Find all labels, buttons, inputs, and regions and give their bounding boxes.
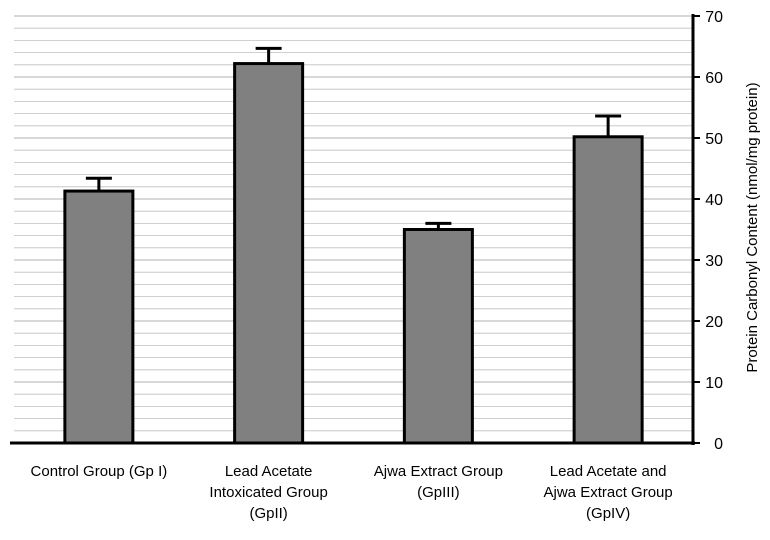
y-tick-label: 40 bbox=[705, 192, 723, 209]
x-tick-label: Ajwa Extract Group bbox=[544, 484, 673, 501]
y-tick-label: 0 bbox=[714, 436, 723, 453]
y-axis-ticks: 0 10 20 30 40 50 60 70 bbox=[693, 9, 723, 453]
x-axis-labels: Control Group (Gp I) Lead Acetate Intoxica… bbox=[31, 463, 673, 522]
x-tick-label: Lead Acetate and bbox=[550, 463, 667, 480]
y-tick-label: 20 bbox=[705, 314, 723, 331]
bar bbox=[63, 189, 135, 445]
bars bbox=[63, 62, 644, 445]
bar bbox=[233, 62, 305, 445]
y-axis-title: Protein Carbonyl Content (nmol/mg protei… bbox=[744, 82, 761, 372]
x-tick-label: Lead Acetate bbox=[225, 463, 313, 480]
error-bars bbox=[85, 46, 622, 230]
bar bbox=[572, 135, 644, 445]
y-tick-label: 70 bbox=[705, 9, 723, 26]
y-tick-label: 30 bbox=[705, 253, 723, 270]
bar bbox=[402, 228, 474, 445]
x-tick-label: Intoxicated Group bbox=[209, 484, 327, 501]
axes bbox=[10, 14, 695, 445]
x-tick-label: (GpII) bbox=[249, 505, 287, 522]
x-tick-label: (GpIV) bbox=[586, 505, 630, 522]
y-tick-label: 10 bbox=[705, 375, 723, 392]
y-tick-label: 50 bbox=[705, 131, 723, 148]
x-tick-label: Control Group (Gp I) bbox=[31, 463, 168, 480]
x-tick-label: Ajwa Extract Group bbox=[374, 463, 503, 480]
y-tick-label: 60 bbox=[705, 70, 723, 87]
x-tick-label: (GpIII) bbox=[417, 484, 460, 501]
